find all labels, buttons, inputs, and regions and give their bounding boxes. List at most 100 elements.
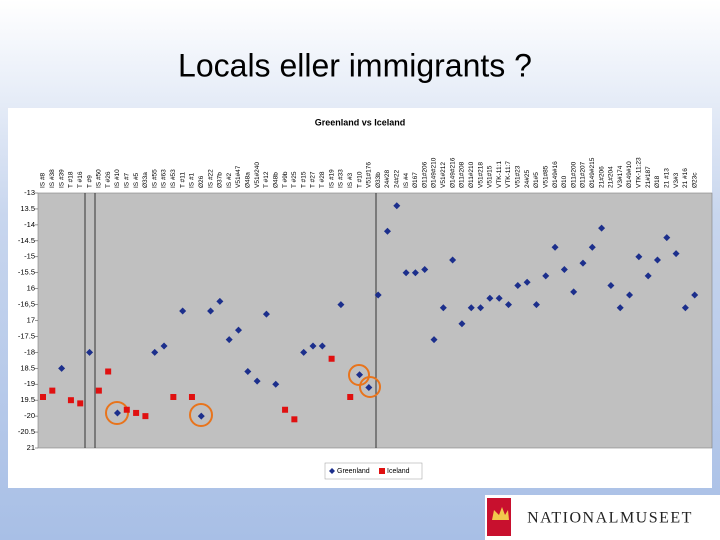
x-tick-label: IS #1 xyxy=(189,172,196,188)
x-tick-label: Ø10 xyxy=(561,175,568,188)
x-tick-label: 21 #13 xyxy=(663,168,670,188)
x-tick-label: IS #55 xyxy=(151,169,158,188)
x-tick-label: Ø11#206 xyxy=(421,161,428,188)
point xyxy=(337,301,345,309)
point xyxy=(309,342,317,350)
x-tick-label: 21#206 xyxy=(598,166,605,188)
highlight xyxy=(348,364,370,386)
x-tick-label: V51#240 xyxy=(254,162,261,188)
plot-area xyxy=(37,192,713,449)
x-tick-label: 21#187 xyxy=(645,166,652,188)
y-tick-label: 16 xyxy=(27,284,35,293)
point xyxy=(560,266,568,273)
legend-items: Greenland Iceland xyxy=(329,468,410,475)
point xyxy=(458,320,466,328)
x-tick-label: 24#25 xyxy=(524,170,531,188)
point xyxy=(486,294,494,302)
x-tick-label: T #27 xyxy=(310,171,317,188)
x-tick-label: Ø1#5 xyxy=(533,172,540,188)
y-tick-label: -15.5 xyxy=(18,268,35,277)
x-tick-label: Ø37b xyxy=(217,172,224,188)
point xyxy=(374,291,382,299)
y-tick-label: 19.5 xyxy=(20,395,35,404)
x-tick-label: V51#23 xyxy=(515,165,522,188)
point xyxy=(514,281,522,289)
legend-label: Iceland xyxy=(387,468,410,475)
point xyxy=(626,291,634,299)
point xyxy=(300,348,308,356)
x-tick-label: IS #8 xyxy=(40,172,47,188)
point xyxy=(402,269,410,277)
point xyxy=(551,243,559,251)
x-tick-label: VTK-11:7 xyxy=(505,161,512,188)
point xyxy=(691,291,699,299)
x-tick-label: 24#22 xyxy=(393,170,400,188)
x-tick-label: T #9b xyxy=(282,171,289,188)
point xyxy=(598,224,606,232)
y-tick-label: -14.5 xyxy=(18,236,35,245)
point xyxy=(170,394,177,400)
point xyxy=(67,397,74,404)
point xyxy=(681,304,689,312)
point xyxy=(588,243,596,251)
legend-marker xyxy=(329,468,335,474)
y-tick-label: -19 xyxy=(24,379,35,388)
x-tick-label: IS #5 xyxy=(133,172,140,188)
point xyxy=(58,364,66,372)
x-tick-label: V51#212 xyxy=(440,162,447,188)
point xyxy=(663,234,671,242)
x-tick-label: IS #7 xyxy=(124,172,131,188)
point xyxy=(347,394,354,400)
y-tick-label: 18.5 xyxy=(20,363,35,372)
point xyxy=(365,383,373,391)
x-tick-label: Ø26 xyxy=(198,175,205,188)
y-tick-label: 21 xyxy=(27,443,35,452)
x-tick-label: IS #4 xyxy=(403,172,410,188)
x-tick-label: 21 #16 xyxy=(682,168,689,188)
y-tick-label: -20.5 xyxy=(18,427,35,436)
x-tick-label: IS #22 xyxy=(207,169,214,188)
point xyxy=(505,301,512,309)
point xyxy=(672,250,680,258)
point xyxy=(179,307,187,315)
x-tick-label: T #28 xyxy=(319,171,326,188)
point xyxy=(244,368,252,375)
slide-title: Locals eller immigrants ? xyxy=(178,47,532,83)
point xyxy=(616,304,624,312)
x-tick-label: V51#15 xyxy=(487,165,494,188)
point xyxy=(439,304,447,312)
point xyxy=(133,409,140,416)
point xyxy=(383,227,391,235)
x-tick-label: IS #38 xyxy=(49,169,56,188)
point xyxy=(197,412,205,420)
highlight xyxy=(189,403,213,427)
point xyxy=(532,301,540,309)
x-tick-label: Ø149#210 xyxy=(431,157,438,188)
point xyxy=(542,272,550,280)
point xyxy=(291,416,298,423)
point xyxy=(653,256,661,264)
point xyxy=(411,269,419,277)
x-tick-label: Ø48a xyxy=(245,172,252,188)
x-tick-label: T #16 xyxy=(77,171,84,188)
x-tick-label: T #11 xyxy=(179,172,186,188)
x-tick-label: IS #50 xyxy=(96,169,103,188)
point xyxy=(282,406,289,413)
x-tick-label: V51#85 xyxy=(542,165,549,188)
legend-marker xyxy=(379,468,385,474)
x-tick-label: T #12 xyxy=(263,171,270,188)
logo-box xyxy=(485,495,720,540)
logo-text: NATIONALMUSEET xyxy=(527,510,693,527)
x-tick-label: T #9 xyxy=(86,175,93,188)
point xyxy=(318,342,326,350)
crown xyxy=(492,507,509,520)
x-tick-label: V51#176 xyxy=(366,162,373,188)
x-tick-label: V51#47 xyxy=(235,165,242,188)
point xyxy=(207,307,215,315)
point xyxy=(151,348,159,356)
x-tick-label: IS #3 xyxy=(347,172,354,188)
point xyxy=(225,336,233,344)
y-tick-label: -14 xyxy=(24,220,35,229)
x-tick-label: Ø11#200 xyxy=(570,161,577,188)
